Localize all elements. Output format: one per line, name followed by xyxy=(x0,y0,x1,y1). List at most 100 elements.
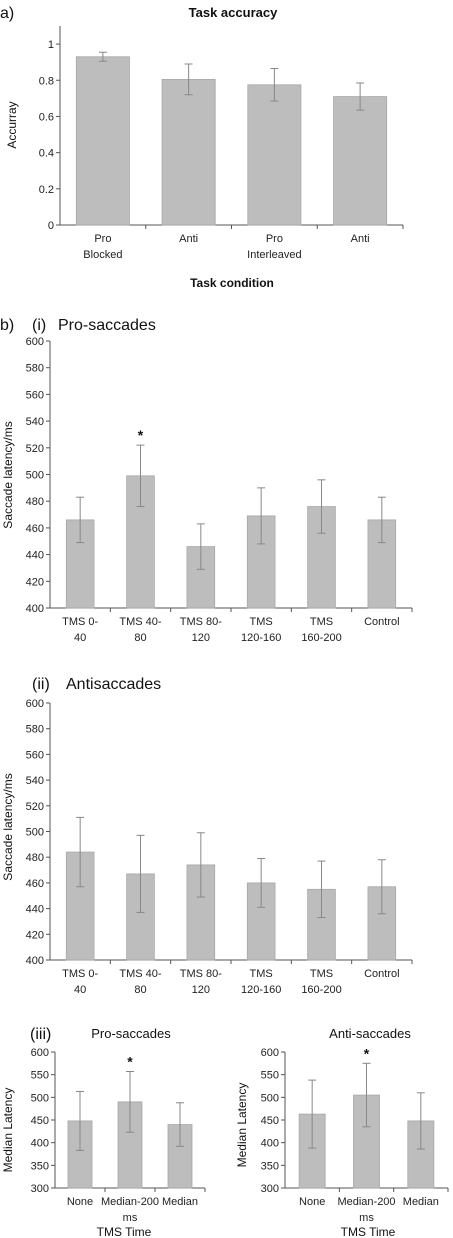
chart-title: Pro-saccades xyxy=(91,1026,171,1041)
chart-task-accuracy: a) Task accuracy Accurray Task condition… xyxy=(0,5,404,290)
y-tick-label: 540 xyxy=(26,775,44,787)
x-tick-label: Pro xyxy=(94,233,111,245)
y-tick-label: 450 xyxy=(261,1115,279,1127)
y-tick-label: 400 xyxy=(31,1138,49,1150)
x-tick-label: 120 xyxy=(192,632,210,644)
x-tick-label: TMS xyxy=(250,616,273,628)
y-tick-label: 0.2 xyxy=(39,184,54,196)
y-tick-label: 400 xyxy=(261,1138,279,1150)
subpanel-label-i: (i) xyxy=(32,317,46,334)
y-axis-label: Accurray xyxy=(5,101,19,148)
y-axis-label: Saccade latency/ms xyxy=(1,421,15,528)
y-tick-label: 0 xyxy=(48,220,54,232)
y-tick-label: 440 xyxy=(26,904,44,916)
y-tick-label: 480 xyxy=(26,852,44,864)
x-tick-label: TMS 40- xyxy=(119,968,162,980)
x-tick-label: TMS 0- xyxy=(62,968,98,980)
x-tick-label: 120-160 xyxy=(241,984,281,996)
y-tick-label: 500 xyxy=(261,1092,279,1104)
y-tick-label: 350 xyxy=(261,1160,279,1172)
x-tick-label: None xyxy=(67,1196,93,1208)
x-tick-label: Anti xyxy=(179,233,198,245)
x-tick-label: 40 xyxy=(74,632,86,644)
x-axis-label: Task condition xyxy=(190,276,274,290)
x-tick-label: Median xyxy=(403,1196,439,1208)
y-tick-label: 460 xyxy=(26,878,44,890)
chart-title: Pro-saccades xyxy=(58,317,156,334)
subpanel-label-ii: (ii) xyxy=(32,676,50,693)
y-tick-label: 520 xyxy=(26,801,44,813)
y-tick-label: 600 xyxy=(26,336,44,348)
y-axis-label: Median Latency xyxy=(1,1088,15,1173)
significance-marker: * xyxy=(127,1053,133,1069)
y-tick-label: 420 xyxy=(26,576,44,588)
y-tick-label: 560 xyxy=(26,749,44,761)
x-tick-label: Interleaved xyxy=(247,249,301,261)
x-axis-label: TMS Time xyxy=(97,1225,152,1238)
y-tick-label: 1 xyxy=(48,39,54,51)
panel-label-a: a) xyxy=(0,5,14,22)
bar xyxy=(161,78,216,226)
bar xyxy=(247,84,302,226)
y-tick-label: 460 xyxy=(26,523,44,535)
x-tick-label: None xyxy=(299,1196,325,1208)
y-tick-label: 400 xyxy=(26,955,44,967)
chart-median-latency-anti: Anti-saccades Median Latency TMS Time 30… xyxy=(235,1026,449,1238)
y-tick-label: 480 xyxy=(26,496,44,508)
x-tick-label: ms xyxy=(359,1212,374,1224)
y-tick-label: 550 xyxy=(261,1070,279,1082)
x-tick-label: Blocked xyxy=(83,249,122,261)
chart-median-latency-pro: (iii) Pro-saccades Median Latency TMS Ti… xyxy=(1,1026,206,1238)
x-tick-label: Pro xyxy=(266,233,283,245)
y-tick-label: 400 xyxy=(26,603,44,615)
x-tick-label: 80 xyxy=(134,984,146,996)
x-tick-label: Median-200 xyxy=(101,1196,159,1208)
x-tick-label: ms xyxy=(123,1212,138,1224)
chart-title: Anti-saccades xyxy=(329,1026,411,1041)
bar xyxy=(333,96,388,226)
y-tick-label: 0.6 xyxy=(39,111,54,123)
bar xyxy=(367,886,397,961)
x-tick-label: Median xyxy=(162,1196,198,1208)
y-tick-label: 520 xyxy=(26,443,44,455)
x-tick-label: 120-160 xyxy=(241,632,281,644)
x-tick-label: TMS 0- xyxy=(62,616,98,628)
x-tick-label: TMS xyxy=(310,968,333,980)
x-tick-label: Anti xyxy=(351,233,370,245)
chart-title: Task accuracy xyxy=(189,5,278,20)
x-tick-label: TMS 80- xyxy=(180,616,223,628)
y-axis-label: Saccade latency/ms xyxy=(1,773,15,880)
y-tick-label: 540 xyxy=(26,416,44,428)
x-tick-label: Median-200 xyxy=(337,1196,395,1208)
y-tick-label: 350 xyxy=(31,1160,49,1172)
y-tick-label: 560 xyxy=(26,389,44,401)
y-tick-label: 550 xyxy=(31,1070,49,1082)
y-tick-label: 500 xyxy=(31,1092,49,1104)
y-tick-label: 300 xyxy=(261,1183,279,1195)
y-tick-label: 500 xyxy=(26,470,44,482)
x-tick-label: TMS 40- xyxy=(119,616,162,628)
significance-marker: * xyxy=(138,427,144,443)
bar xyxy=(75,56,130,226)
x-tick-label: 120 xyxy=(192,984,210,996)
y-tick-label: 580 xyxy=(26,724,44,736)
x-tick-label: Control xyxy=(364,968,399,980)
y-tick-label: 0.4 xyxy=(39,148,54,160)
y-tick-label: 300 xyxy=(31,1183,49,1195)
y-tick-label: 440 xyxy=(26,550,44,562)
significance-marker: * xyxy=(364,1045,370,1061)
y-tick-label: 600 xyxy=(26,698,44,710)
chart-antisaccades-latency: (ii) Antisaccades Saccade latency/ms 400… xyxy=(1,676,413,996)
chart-title: Antisaccades xyxy=(66,676,161,693)
y-tick-label: 600 xyxy=(261,1047,279,1059)
y-tick-label: 450 xyxy=(31,1115,49,1127)
subpanel-label-iii: (iii) xyxy=(30,1026,51,1043)
y-tick-label: 500 xyxy=(26,827,44,839)
y-axis-label: Median Latency xyxy=(235,1083,249,1168)
x-tick-label: TMS xyxy=(250,968,273,980)
y-tick-label: 0.8 xyxy=(39,75,54,87)
x-tick-label: Control xyxy=(364,616,399,628)
x-tick-label: 160-200 xyxy=(301,632,341,644)
bar xyxy=(246,882,276,961)
